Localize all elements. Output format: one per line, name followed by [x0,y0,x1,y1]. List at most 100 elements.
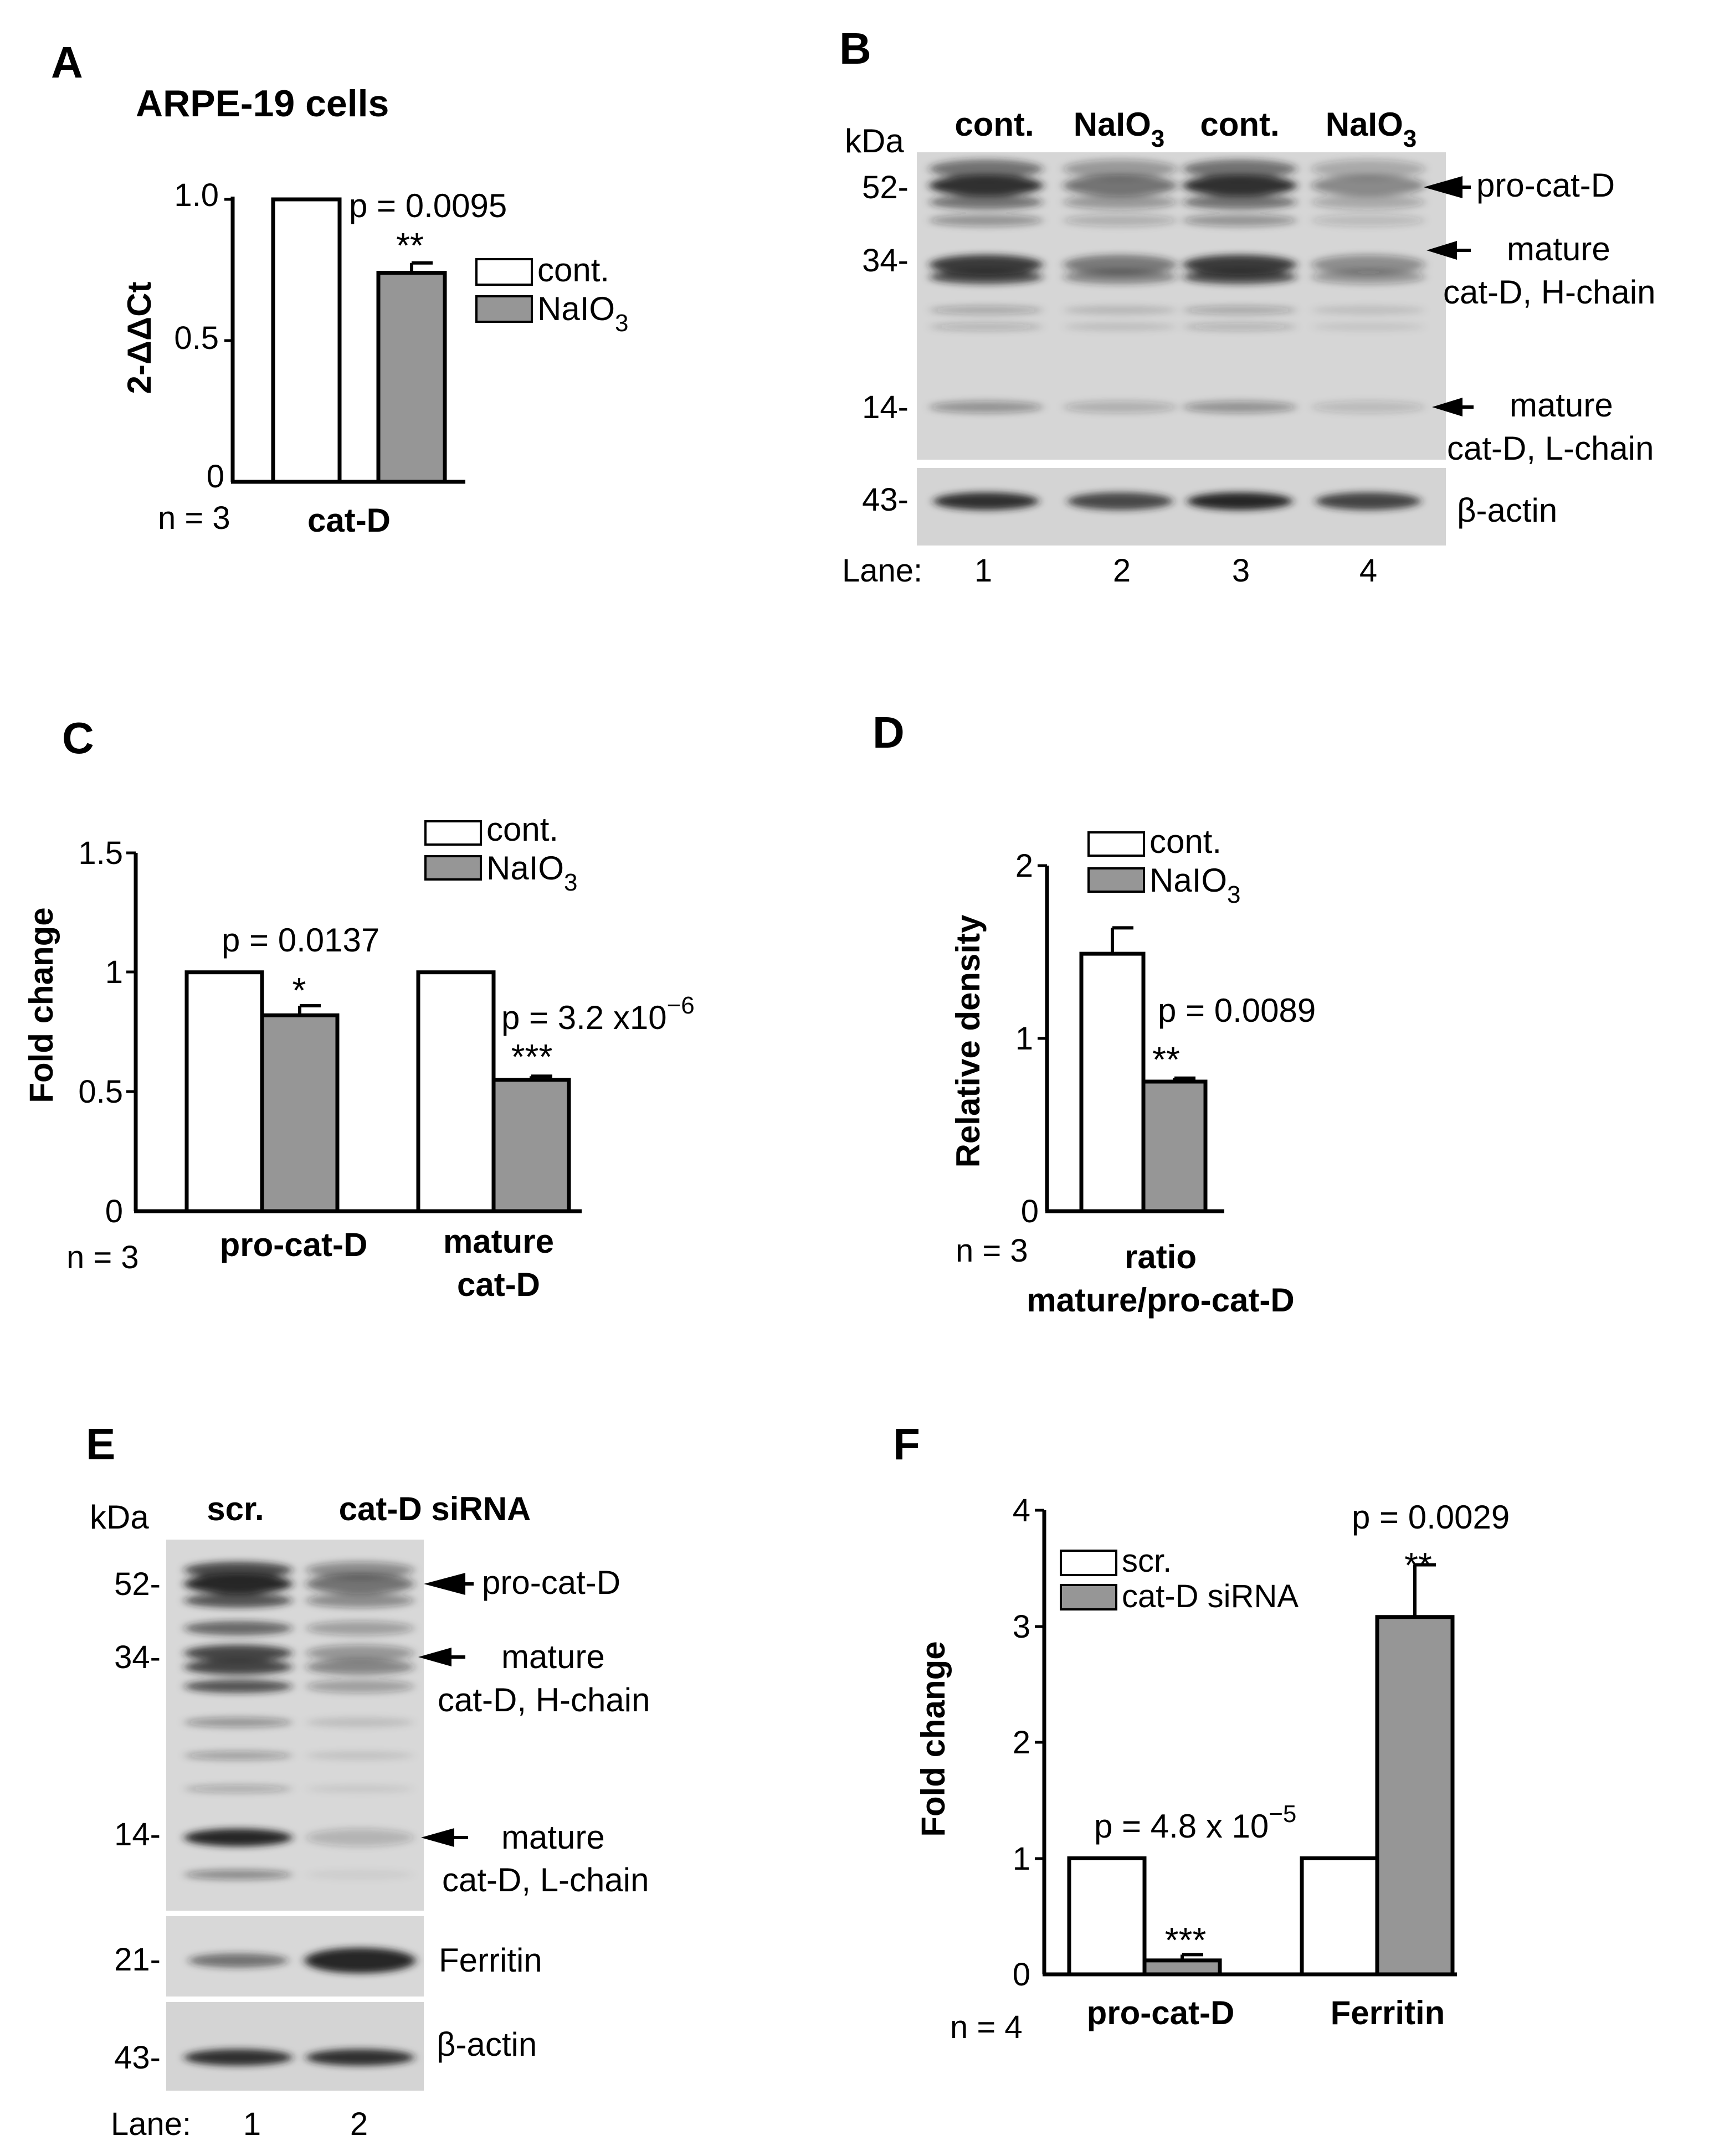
panel-a-n: n = 3 [158,500,230,536]
panel-f-pvalue-1: p = 4.8 x 10−5 [1094,1800,1296,1845]
bar-control [271,197,342,484]
panel-f-bars [1067,1563,1455,1977]
panel-c-bars [184,970,571,1213]
panel-e-ferritin-bands [188,1948,415,1973]
panel-b-marker: 52- [862,169,909,205]
blot-band [929,214,1043,227]
panel-b-lane-number: 2 [1113,553,1131,589]
blot-band [1063,270,1177,284]
panel-f-pvalue-2: p = 0.0029 [1352,1499,1510,1536]
panel-d-bars [1079,926,1208,1213]
blot-band [1063,195,1177,209]
blot-band [1311,255,1425,275]
panel-b-letter: B [839,24,871,73]
blot-band [1183,401,1297,413]
panel-e-letter: E [86,1419,115,1469]
panel-b-arrow [1426,241,1457,260]
blot-band [929,159,1043,178]
blot-band [306,1645,414,1661]
panel-c-legend-swatch-cont [424,820,482,846]
blot-band [306,1785,414,1793]
panel-c-ytick: 1.5 [78,835,123,871]
panel-e-lane-number: 1 [243,2106,261,2142]
panel-a-ytick: 0.5 [174,320,219,356]
blot-band [306,1717,414,1727]
bar-treated [376,271,447,484]
panel-c-n: n = 3 [66,1239,139,1275]
panel-c-letter: C [62,713,94,763]
panel-a-ytick: 1.0 [174,177,219,213]
panel-c-category-2b: cat-D [457,1266,540,1303]
blot-band [184,1593,292,1608]
panel-d-category-2: mature/pro-cat-D [1027,1282,1294,1319]
panel-f-ytick: 1 [1013,1841,1030,1877]
panel-e-marker: 14- [114,1817,161,1853]
blot-band [929,306,1043,315]
panel-a-bars [271,197,447,484]
panel-f-ytick: 4 [1013,1493,1030,1529]
blot-band [184,1645,292,1661]
panel-e-actin-bands [184,2049,414,2066]
panel-d-ytick: 2 [1015,848,1033,884]
blot-band [184,1562,292,1578]
panel-f-ytick: 3 [1013,1609,1030,1645]
blot-band [1183,195,1297,209]
blot-band [306,1574,414,1594]
blot-band [929,323,1043,331]
panel-d-ytick: 1 [1015,1021,1033,1057]
panel-f-category-2: Ferritin [1331,1994,1445,2031]
panel-e-bands [184,1562,414,1880]
blot-band [306,1593,414,1608]
blot-band [306,2049,414,2066]
panel-e-marker: 52- [114,1566,161,1602]
panel-c-pvalue-2: p = 3.2 x10−6 [501,992,695,1036]
panel-c-ytick: 0.5 [78,1074,123,1110]
panel-d-legend-cont: cont. [1149,823,1222,860]
blot-band [306,1870,414,1880]
blot-band [1063,175,1177,196]
panel-a-legend-cont: cont. [537,251,609,289]
panel-e-label: β-actin [437,2026,537,2063]
blot-band [184,1621,292,1635]
panel-b-label: cat-D, H-chain [1443,274,1655,311]
blot-band [1183,214,1297,227]
blot-band [1063,214,1177,227]
blot-band [1187,492,1292,510]
blot-band [184,1829,292,1846]
blot-band [306,1659,414,1675]
panel-a-title: ARPE-19 cells [136,83,389,125]
panel-b-lane-number: 3 [1232,553,1250,589]
panel-c-pvalue-1: p = 0.0137 [222,922,379,959]
panel-b-arrow [1424,176,1462,198]
panel-b-marker: 14- [862,389,909,425]
panel-f-stars-1: *** [1165,1920,1207,1960]
panel-e-arrow [421,1828,454,1847]
blot-band [1063,255,1177,275]
panel-c-category-1: pro-cat-D [220,1226,368,1263]
panel-a-category: cat-D [307,502,391,539]
panel-f-stars-2: ** [1404,1545,1432,1585]
blot-band [1311,270,1425,284]
panel-f-ytick: 0 [1013,1957,1030,1993]
blot-band [1068,492,1173,510]
panel-b-label: mature [1510,387,1613,424]
panel-e-arrow [418,1648,451,1666]
panel-b-arrow [1432,398,1462,416]
panel-d-n: n = 3 [956,1233,1028,1269]
panel-b-label: β-actin [1457,492,1557,529]
blot-band [306,1680,414,1693]
panel-d-category-1: ratio [1125,1238,1197,1275]
panel-f-letter: F [893,1419,920,1469]
blot-band [184,2049,292,2066]
blot-band [1183,306,1297,315]
panel-b-actin-bands [933,492,1421,510]
panel-b-lane-header: cont. [1200,106,1279,143]
panel-d-pvalue: p = 0.0089 [1158,992,1316,1029]
panel-b-bands [929,159,1425,413]
panel-e-label: Ferritin [439,1942,542,1979]
blot-band [1183,270,1297,284]
panel-e-label: pro-cat-D [482,1564,620,1601]
blot-band [184,1680,292,1693]
bar-treated [1375,1615,1455,1977]
bar-treated [260,1013,340,1213]
